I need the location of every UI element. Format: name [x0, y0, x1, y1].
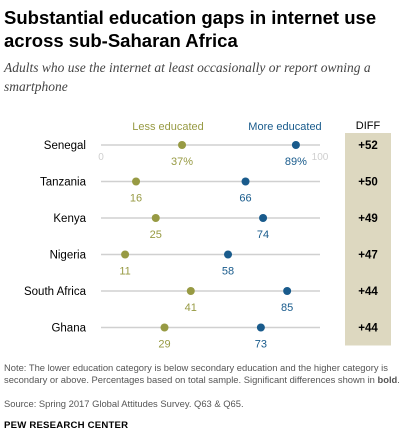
diff-band: [345, 133, 391, 346]
value-more-educated-south-africa: 85: [281, 302, 293, 314]
legend-more-educated: More educated: [248, 121, 321, 133]
chart-source: Source: Spring 2017 Global Attitudes Sur…: [4, 398, 244, 409]
value-less-educated-ghana: 29: [158, 339, 170, 351]
value-more-educated-nigeria: 58: [222, 266, 234, 278]
country-label-tanzania: Tanzania: [40, 177, 87, 189]
value-less-educated-senegal: 37%: [171, 156, 193, 168]
chart-title: Substantial education gaps in internet u…: [4, 7, 377, 51]
diff-value-tanzania: +50: [358, 177, 378, 189]
country-label-ghana: Ghana: [51, 323, 86, 335]
diff-value-senegal: +52: [358, 140, 378, 152]
value-more-educated-senegal: 89%: [285, 156, 307, 168]
dot-more-educated-senegal: [291, 141, 300, 149]
value-more-educated-kenya: 74: [257, 229, 269, 241]
value-more-educated-tanzania: 66: [239, 193, 251, 205]
chart-note: Note: The lower education category is be…: [4, 362, 416, 386]
diff-value-ghana: +44: [358, 323, 378, 335]
country-label-senegal: Senegal: [44, 140, 86, 152]
value-less-educated-tanzania: 16: [130, 193, 142, 205]
dot-less-educated-senegal: [178, 141, 187, 149]
note-text: Note: The lower education category is be…: [4, 362, 388, 385]
footer-brand: PEW RESEARCH CENTER: [4, 420, 129, 431]
axis-tick-max: 100: [312, 152, 329, 163]
diff-header: DIFF: [356, 120, 381, 132]
diff-value-kenya: +49: [358, 213, 378, 225]
country-label-south-africa: South Africa: [24, 286, 87, 298]
dot-less-educated-tanzania: [132, 177, 141, 186]
dot-less-educated-south-africa: [186, 287, 195, 295]
country-label-nigeria: Nigeria: [50, 250, 87, 262]
axis-tick-min: 0: [98, 152, 104, 163]
dot-more-educated-tanzania: [241, 177, 250, 186]
dot-more-educated-kenya: [259, 214, 268, 222]
dot-more-educated-nigeria: [224, 250, 233, 259]
dot-chart: DIFF Less educated More educated 0 100 Senega…: [24, 120, 391, 351]
note-bold-text: bold: [377, 374, 398, 385]
dot-more-educated-ghana: [256, 323, 265, 332]
note-suffix: .: [397, 374, 400, 385]
value-less-educated-nigeria: 11: [119, 266, 130, 278]
legend-less-educated: Less educated: [132, 121, 204, 133]
dot-less-educated-ghana: [160, 323, 169, 332]
diff-value-nigeria: +47: [358, 250, 378, 262]
value-less-educated-south-africa: 41: [185, 302, 197, 314]
value-less-educated-kenya: 25: [150, 229, 162, 241]
diff-value-south-africa: +44: [358, 286, 378, 298]
country-label-kenya: Kenya: [53, 213, 86, 225]
dot-less-educated-nigeria: [121, 250, 130, 259]
dot-more-educated-south-africa: [283, 287, 292, 295]
value-more-educated-ghana: 73: [255, 339, 267, 351]
chart-subtitle: Adults who use the internet at least occ…: [4, 60, 371, 94]
dot-less-educated-kenya: [151, 214, 160, 222]
